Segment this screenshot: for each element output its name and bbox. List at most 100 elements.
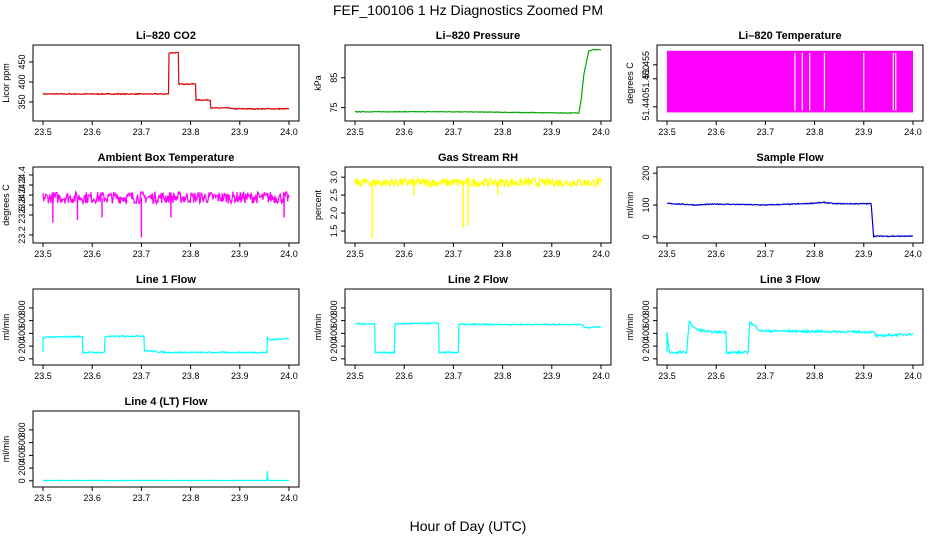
x-tick-label: 23.6 xyxy=(707,371,725,381)
y-axis-label: ml/min xyxy=(313,314,323,341)
y-tick-label: 600 xyxy=(17,313,27,328)
x-tick-label: 23.5 xyxy=(34,371,52,381)
x-tick-label: 24.0 xyxy=(280,249,298,259)
x-tick-label: 23.6 xyxy=(395,371,413,381)
y-axis-label: percent xyxy=(313,189,323,220)
panel-title: Line 3 Flow xyxy=(760,274,820,286)
y-tick-label: 0 xyxy=(17,478,27,483)
y-tick-label: 200 xyxy=(17,339,27,354)
x-tick-label: 23.7 xyxy=(133,493,151,503)
y-tick-label: 200 xyxy=(641,166,651,181)
x-tick-label: 23.6 xyxy=(395,249,413,259)
data-series-line xyxy=(354,176,602,189)
x-tick-label: 24.0 xyxy=(904,127,922,137)
x-tick-label: 23.5 xyxy=(346,249,364,259)
y-axis-label: degrees C xyxy=(1,184,11,226)
y-tick-label: 200 xyxy=(329,339,339,354)
x-tick-label: 23.6 xyxy=(83,371,101,381)
x-tick-label: 23.8 xyxy=(494,249,512,259)
y-axis-label: ml/min xyxy=(625,314,635,341)
y-tick-label: 600 xyxy=(641,313,651,328)
x-tick-label: 23.5 xyxy=(658,249,676,259)
data-series-line xyxy=(666,201,914,239)
x-tick-label: 24.0 xyxy=(904,249,922,259)
x-tick-label: 24.0 xyxy=(592,249,610,259)
y-axis-label: ml/min xyxy=(625,192,635,219)
x-tick-label: 23.9 xyxy=(855,127,873,137)
x-tick-label: 23.6 xyxy=(707,249,725,259)
x-tick-label: 23.9 xyxy=(543,127,561,137)
y-tick-label: 23.6 xyxy=(17,206,27,224)
y-tick-label: 400 xyxy=(641,326,651,341)
x-tick-label: 23.9 xyxy=(231,371,249,381)
panel-co2: Li–820 CO2 Licor ppm 23.5 23.6 23.7 23.8 23.9 2… xyxy=(1,30,300,137)
x-tick-label: 23.7 xyxy=(757,249,775,259)
panel-line3: Line 3 Flow ml/min 23.5 23.6 23.7 23.8 23.9 24.… xyxy=(625,274,924,381)
y-tick-label: 0 xyxy=(329,356,339,361)
y-tick-label: 51.440 xyxy=(641,93,651,121)
data-series-line xyxy=(42,334,290,354)
x-tick-label: 23.6 xyxy=(707,127,725,137)
y-tick-label: 800 xyxy=(329,300,339,315)
x-tick-label: 23.7 xyxy=(757,127,775,137)
plot-frame xyxy=(656,44,924,122)
y-tick-label: 200 xyxy=(17,461,27,476)
x-tick-label: 24.0 xyxy=(280,493,298,503)
data-area xyxy=(667,50,913,113)
panel-title: Line 2 Flow xyxy=(448,274,508,286)
y-axis-label: ml/min xyxy=(1,314,11,341)
y-tick-label: 800 xyxy=(641,300,651,315)
plot-frame xyxy=(344,288,612,366)
x-tick-label: 23.9 xyxy=(855,249,873,259)
x-tick-label: 23.7 xyxy=(133,127,151,137)
y-tick-label: 75 xyxy=(329,103,339,113)
x-tick-label: 24.0 xyxy=(592,371,610,381)
x-tick-label: 23.8 xyxy=(806,249,824,259)
x-tick-label: 23.8 xyxy=(494,127,512,137)
plot-frame xyxy=(32,44,300,122)
data-series-line xyxy=(42,189,290,206)
y-tick-label: 0 xyxy=(641,234,651,239)
x-tick-label: 23.7 xyxy=(133,371,151,381)
y-tick-label: 400 xyxy=(17,74,27,89)
panel-title: Line 1 Flow xyxy=(136,274,196,286)
y-tick-label: 450 xyxy=(17,54,27,69)
x-tick-label: 24.0 xyxy=(280,371,298,381)
x-tick-label: 23.9 xyxy=(543,249,561,259)
x-tick-label: 23.5 xyxy=(658,127,676,137)
y-tick-label: 3.0 xyxy=(329,171,339,184)
y-tick-label: 24.4 xyxy=(17,166,27,184)
y-tick-label: 200 xyxy=(641,339,651,354)
y-tick-label: 800 xyxy=(17,422,27,437)
data-series-line xyxy=(354,321,602,355)
panel-temperature: Li–820 Temperature degrees C 23.5 23.6 23.7 2… xyxy=(625,30,924,137)
y-tick-label: 100 xyxy=(641,197,651,212)
x-tick-label: 23.8 xyxy=(806,127,824,137)
x-tick-label: 23.5 xyxy=(34,493,52,503)
x-tick-label: 23.6 xyxy=(83,127,101,137)
y-tick-label: 400 xyxy=(17,326,27,341)
x-tick-label: 23.8 xyxy=(182,127,200,137)
y-tick-label: 24.2 xyxy=(17,176,27,194)
x-tick-label: 23.5 xyxy=(34,249,52,259)
y-tick-label: 800 xyxy=(17,300,27,315)
y-tick-label: 400 xyxy=(17,448,27,463)
y-tick-label: 0 xyxy=(641,356,651,361)
x-tick-label: 23.8 xyxy=(182,493,200,503)
y-tick-label: 2.0 xyxy=(329,207,339,220)
x-tick-label: 24.0 xyxy=(592,127,610,137)
panel-line4: Line 4 (LT) Flow ml/min 23.5 23.6 23.7 23.8 23… xyxy=(1,396,300,503)
plot-frame xyxy=(344,166,612,244)
x-tick-label: 23.5 xyxy=(346,127,364,137)
plot-frame xyxy=(344,44,612,122)
x-tick-label: 23.8 xyxy=(182,249,200,259)
y-axis-label: kPa xyxy=(313,75,323,91)
panel-title: Line 4 (LT) Flow xyxy=(125,396,208,408)
x-tick-label: 23.9 xyxy=(543,371,561,381)
y-tick-label: 1.5 xyxy=(329,225,339,238)
panel-line2: Line 2 Flow ml/min 23.5 23.6 23.7 23.8 23.9 24.… xyxy=(313,274,612,381)
x-axis-label: Hour of Day (UTC) xyxy=(409,518,527,534)
x-tick-label: 23.7 xyxy=(445,371,463,381)
x-tick-label: 23.9 xyxy=(231,249,249,259)
x-tick-label: 23.6 xyxy=(395,127,413,137)
